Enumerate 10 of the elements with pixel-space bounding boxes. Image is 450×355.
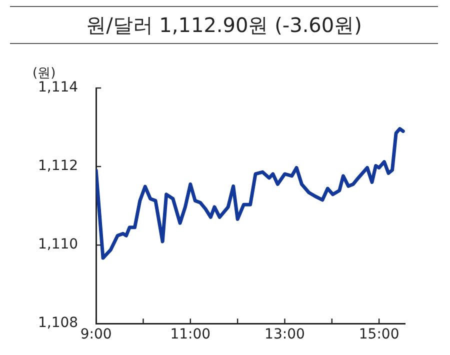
x-tick-label: 9:00 — [80, 326, 112, 343]
y-tick-label: 1,108 — [38, 315, 78, 332]
x-tick-label: 13:00 — [264, 326, 305, 343]
y-tick-label: 1,114 — [38, 80, 78, 96]
chart-title: 원/달러 1,112.90원 (-3.60원) — [10, 6, 438, 44]
x-tick-label: 11:00 — [170, 326, 211, 343]
y-tick-label: 1,112 — [38, 158, 78, 174]
x-tick-label: 15:00 — [358, 326, 400, 343]
y-tick-label: 1,110 — [38, 236, 78, 253]
y-axis-title: (원) — [32, 66, 56, 81]
